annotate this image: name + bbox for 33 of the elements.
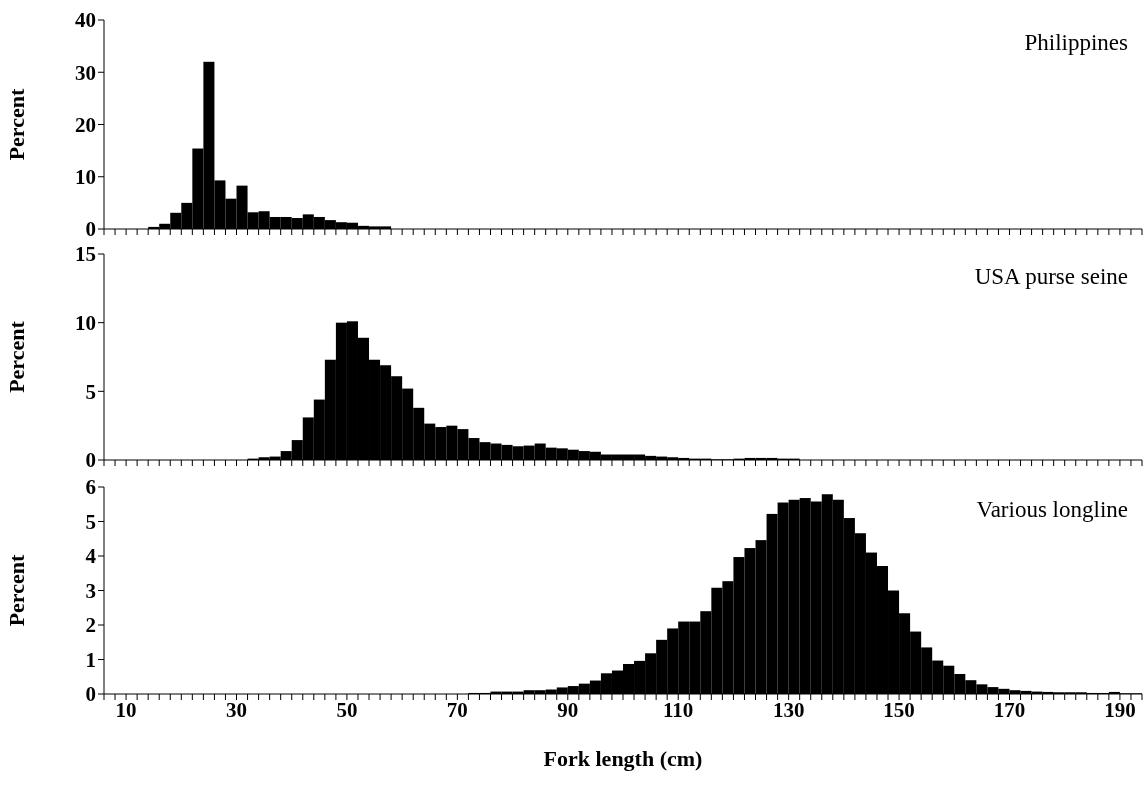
y-tick-label: 15 xyxy=(75,242,96,267)
x-tick-label: 10 xyxy=(115,697,137,722)
x-tick-label: 130 xyxy=(772,697,805,722)
y-tick-label: 0 xyxy=(85,217,96,242)
chart-title: Philippines xyxy=(1024,30,1128,56)
y-tick-label: 10 xyxy=(75,165,96,190)
x-tick-label: 30 xyxy=(226,697,248,722)
x-tick-label: 70 xyxy=(446,697,468,722)
y-tick-label: 3 xyxy=(85,578,96,603)
x-tick-label: 150 xyxy=(883,697,915,722)
y-tick-label: 5 xyxy=(85,509,96,534)
y-tick-label: 1 xyxy=(85,647,96,672)
y-axis-title: Percent xyxy=(3,554,29,627)
y-tick-label: 5 xyxy=(85,379,96,404)
y-tick-label: 30 xyxy=(75,60,96,85)
y-axis-title: Percent xyxy=(3,320,29,393)
y-tick-label: 0 xyxy=(85,682,96,707)
x-tick-label: 110 xyxy=(663,697,694,722)
y-tick-label: 6 xyxy=(85,475,96,500)
x-tick-label: 190 xyxy=(1104,697,1136,722)
y-axis-title: Percent xyxy=(3,88,29,161)
chart-title: Various longline xyxy=(976,497,1128,523)
y-tick-label: 40 xyxy=(75,8,96,33)
x-axis-title: Fork length (cm) xyxy=(543,746,703,771)
y-tick-label: 20 xyxy=(75,112,96,137)
x-tick-label: 50 xyxy=(336,697,358,722)
x-tick-label: 90 xyxy=(557,697,579,722)
y-tick-label: 2 xyxy=(85,613,96,638)
y-tick-label: 4 xyxy=(85,544,97,569)
x-tick-label: 170 xyxy=(993,697,1026,722)
y-tick-label: 10 xyxy=(75,311,96,336)
chart-title: USA purse seine xyxy=(974,264,1128,290)
y-tick-label: 0 xyxy=(85,448,96,473)
